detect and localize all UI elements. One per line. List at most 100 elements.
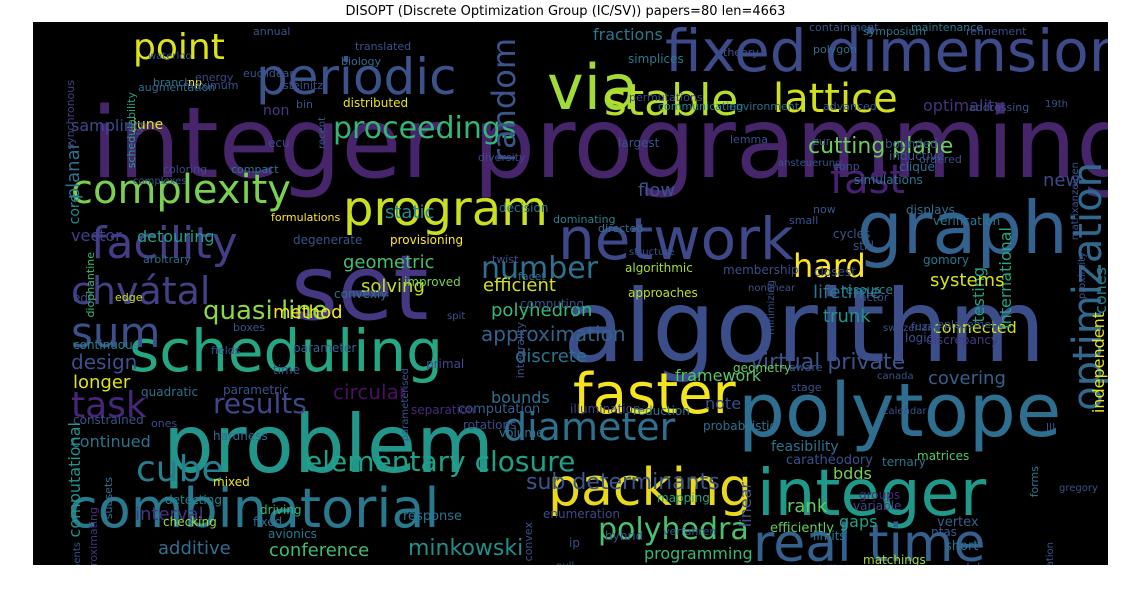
cloud-word: mapping xyxy=(657,491,710,505)
cloud-word: now xyxy=(813,203,836,216)
cloud-word: cycles xyxy=(833,227,871,241)
cloud-word: largest xyxy=(618,136,660,150)
cloud-word: ecu xyxy=(268,136,290,150)
cloud-word: enumeration xyxy=(543,507,620,521)
cloud-word: rank xyxy=(787,496,828,517)
cloud-word: ip xyxy=(569,536,580,550)
cloud-word: approximating xyxy=(87,507,100,565)
cloud-word: continued xyxy=(71,432,151,451)
cloud-word: problem xyxy=(163,398,495,491)
cloud-word: design xyxy=(71,350,138,374)
cloud-word: covering xyxy=(928,368,1006,389)
cloud-word: biology xyxy=(341,55,382,68)
cloud-word: avionics xyxy=(268,527,317,541)
cloud-word: bdds xyxy=(833,464,872,483)
cloud-word: small xyxy=(789,214,819,227)
cloud-word: computing xyxy=(520,297,585,311)
cloud-word: edf xyxy=(73,291,93,305)
cloud-word: circular xyxy=(333,380,408,404)
cloud-word: recent xyxy=(317,117,328,149)
cloud-word: non xyxy=(263,103,290,119)
cloud-word: driving xyxy=(260,503,302,517)
cloud-word: virtual private xyxy=(750,350,906,375)
cloud-word: facility xyxy=(91,218,238,269)
cloud-word: polyhedra xyxy=(598,512,749,547)
cloud-word: systems xyxy=(930,270,1005,291)
cloud-word: real time xyxy=(753,514,986,565)
cloud-word: additive xyxy=(158,538,231,559)
cloud-word: energy xyxy=(195,71,234,84)
cloud-word: inductive xyxy=(889,149,945,163)
cloud-word: degenerate xyxy=(293,233,363,247)
cloud-word: coloring xyxy=(163,163,208,176)
cloud-word: gregory xyxy=(1059,483,1098,494)
cloud-word: schedulability xyxy=(125,92,138,169)
cloud-word: interval xyxy=(135,504,204,525)
cloud-word: geometric xyxy=(343,252,435,273)
cloud-word: fractions xyxy=(593,25,663,44)
cloud-word: sampling xyxy=(71,116,145,135)
cloud-word: limits xyxy=(813,529,846,543)
cloud-word: computational xyxy=(65,422,84,538)
cloud-word: carathéodory xyxy=(786,453,873,468)
cloud-word: flow xyxy=(638,180,676,201)
cloud-word: mixed xyxy=(213,475,250,489)
cloud-word: bin xyxy=(296,98,314,111)
cloud-word: ternary xyxy=(882,455,926,469)
cloud-word: calendar xyxy=(883,406,927,417)
cloud-word: fixed dimension xyxy=(665,22,1108,85)
cloud-word: permutations xyxy=(629,91,703,104)
cloud-word: directed xyxy=(598,222,644,235)
cloud-word: model xyxy=(943,562,980,565)
cloud-word: independent xyxy=(1089,312,1108,414)
cloud-word: presence xyxy=(555,562,610,565)
cloud-word: new xyxy=(1043,170,1081,191)
cloud-word: annual xyxy=(253,25,291,38)
cloud-word: connected xyxy=(933,318,1017,337)
cloud-word: quasi line xyxy=(203,296,328,326)
cloud-word: fast xyxy=(830,157,906,203)
cloud-word: hardness xyxy=(213,429,268,443)
cloud-word: linear xyxy=(736,482,755,528)
cloud-word: boxes xyxy=(233,321,266,334)
cloud-word: detecting xyxy=(165,493,222,507)
cloud-word: steinitz xyxy=(283,79,323,92)
cloud-word: multiline xyxy=(799,564,851,565)
cloud-word: verification xyxy=(933,214,1001,228)
cloud-word: matchings xyxy=(863,553,926,565)
cloud-word: decision xyxy=(499,201,549,215)
cloud-word: note xyxy=(705,394,742,413)
cloud-word: translated xyxy=(355,40,412,53)
cloud-word: gomory xyxy=(923,253,970,267)
cloud-word: fixed xyxy=(253,515,283,529)
cloud-word: continuous xyxy=(73,338,139,352)
cloud-word: addressing xyxy=(969,101,1030,114)
cloud-word: groups xyxy=(859,488,901,502)
cloud-word: factor xyxy=(856,291,889,304)
cloud-word: parametric xyxy=(223,383,289,397)
cloud-word: null xyxy=(556,562,574,566)
cloud-word: random xyxy=(485,38,523,163)
cloud-word: facet xyxy=(518,270,546,283)
cloud-word: symposium xyxy=(863,25,927,38)
cloud-word: packing xyxy=(548,458,752,518)
cloud-word: quadratic xyxy=(141,385,199,399)
cloud-word: ptas xyxy=(931,525,957,539)
cloud-word: sub determinants xyxy=(526,470,720,495)
cloud-word: provisioning xyxy=(390,233,464,247)
cloud-word: illumination xyxy=(570,402,641,416)
cloud-word: cutting plane xyxy=(808,134,954,159)
cloud-word: polyhedron xyxy=(491,300,593,321)
cloud-word: core xyxy=(67,194,83,225)
cloud-word: proximity xyxy=(1077,252,1088,300)
cloud-word: convex xyxy=(522,522,535,562)
cloud-word: conp xyxy=(833,160,860,173)
cloud-word: discrepancy xyxy=(926,333,999,347)
cloud-word: minkowski xyxy=(408,536,524,561)
cloud-word: still xyxy=(853,239,874,253)
cloud-word: ansteuerung xyxy=(778,158,842,169)
cloud-word: canada xyxy=(877,371,914,382)
cloud-word: number xyxy=(481,251,599,286)
cloud-word: response xyxy=(403,509,463,524)
cloud-word: short xyxy=(945,539,979,554)
